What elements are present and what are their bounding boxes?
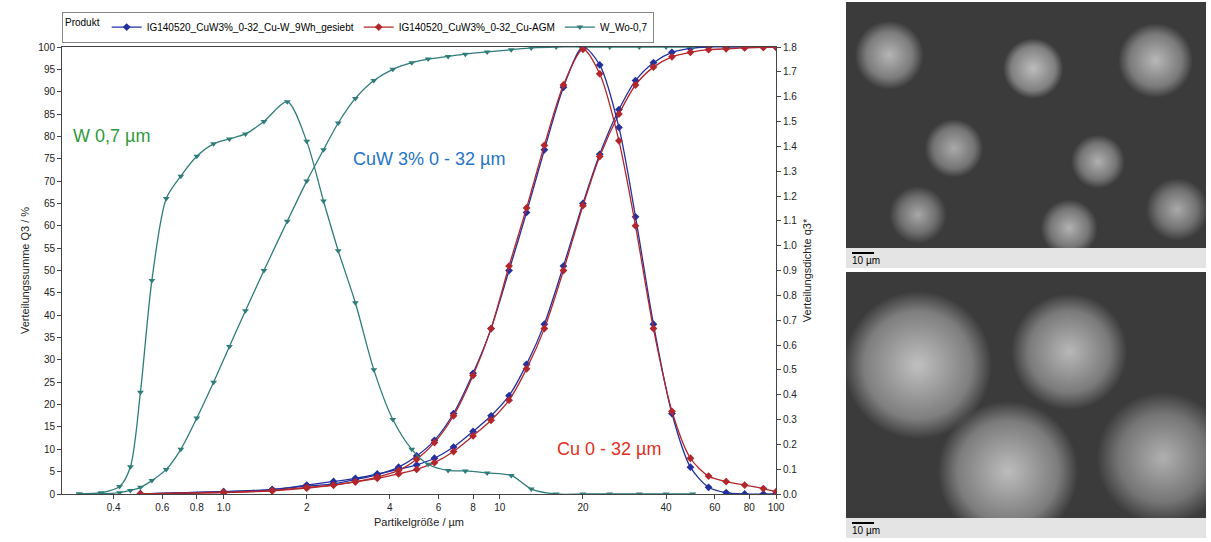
svg-text:40: 40	[661, 502, 673, 513]
svg-text:85: 85	[44, 109, 56, 120]
svg-text:30: 30	[44, 354, 56, 365]
svg-text:IG140520_CuW3%_0-32_Cu-W_9Wh_g: IG140520_CuW3%_0-32_Cu-W_9Wh_gesiebt	[147, 22, 354, 33]
svg-text:IG140520_CuW3%_0-32_Cu-AGM: IG140520_CuW3%_0-32_Cu-AGM	[399, 22, 555, 33]
svg-text:8: 8	[470, 502, 476, 513]
svg-text:20: 20	[44, 399, 56, 410]
svg-text:1.1: 1.1	[783, 215, 797, 226]
svg-text:50: 50	[44, 265, 56, 276]
svg-text:60: 60	[44, 220, 56, 231]
svg-text:100: 100	[38, 42, 55, 53]
svg-text:0.4: 0.4	[783, 389, 797, 400]
svg-text:CuW 3% 0 - 32 µm: CuW 3% 0 - 32 µm	[353, 149, 505, 169]
svg-text:1.6: 1.6	[783, 91, 797, 102]
svg-text:W 0,7 µm: W 0,7 µm	[73, 126, 150, 146]
svg-text:65: 65	[44, 198, 56, 209]
svg-text:Cu 0 - 32 µm: Cu 0 - 32 µm	[557, 439, 661, 459]
svg-text:1.7: 1.7	[783, 66, 797, 77]
svg-text:100: 100	[768, 502, 785, 513]
svg-text:0.7: 0.7	[783, 315, 797, 326]
svg-text:90: 90	[44, 86, 56, 97]
svg-text:25: 25	[44, 377, 56, 388]
svg-text:1.0: 1.0	[217, 502, 231, 513]
svg-text:0.5: 0.5	[783, 364, 797, 375]
svg-text:1.0: 1.0	[783, 240, 797, 251]
svg-text:0.2: 0.2	[783, 439, 797, 450]
svg-text:80: 80	[744, 502, 756, 513]
svg-text:0.3: 0.3	[783, 414, 797, 425]
svg-text:W_Wo-0,7: W_Wo-0,7	[600, 22, 647, 33]
svg-text:0.8: 0.8	[783, 290, 797, 301]
svg-text:0.1: 0.1	[783, 464, 797, 475]
svg-text:1.2: 1.2	[783, 191, 797, 202]
svg-text:55: 55	[44, 243, 56, 254]
svg-text:0.9: 0.9	[783, 265, 797, 276]
svg-text:35: 35	[44, 332, 56, 343]
html-text:10 µm: 10 µm	[852, 255, 880, 266]
svg-text:0.6: 0.6	[783, 340, 797, 351]
svg-text:40: 40	[44, 310, 56, 321]
svg-text:0.6: 0.6	[155, 502, 169, 513]
svg-text:0.4: 0.4	[107, 502, 121, 513]
svg-text:0: 0	[49, 489, 55, 500]
svg-text:Partikelgröße / µm: Partikelgröße / µm	[374, 516, 464, 528]
svg-text:1.3: 1.3	[783, 166, 797, 177]
svg-text:15: 15	[44, 421, 56, 432]
svg-text:95: 95	[44, 64, 56, 75]
html-text:10 µm: 10 µm	[852, 525, 880, 536]
svg-text:Verteilungssumme Q3 / %: Verteilungssumme Q3 / %	[19, 207, 31, 334]
svg-text:20: 20	[577, 502, 589, 513]
svg-text:70: 70	[44, 176, 56, 187]
svg-text:1.8: 1.8	[783, 42, 797, 53]
svg-text:4: 4	[387, 502, 393, 513]
svg-text:1.5: 1.5	[783, 116, 797, 127]
svg-text:80: 80	[44, 131, 56, 142]
svg-text:60: 60	[709, 502, 721, 513]
svg-text:Produkt: Produkt	[65, 17, 100, 28]
svg-text:0.8: 0.8	[190, 502, 204, 513]
svg-text:6: 6	[436, 502, 442, 513]
svg-text:0.0: 0.0	[783, 489, 797, 500]
svg-text:2: 2	[304, 502, 310, 513]
svg-text:45: 45	[44, 287, 56, 298]
svg-text:10: 10	[44, 444, 56, 455]
svg-text:75: 75	[44, 153, 56, 164]
svg-text:Verteilungsdichte q3*: Verteilungsdichte q3*	[801, 218, 813, 322]
svg-text:5: 5	[49, 466, 55, 477]
svg-text:10: 10	[494, 502, 506, 513]
svg-text:1.4: 1.4	[783, 141, 797, 152]
